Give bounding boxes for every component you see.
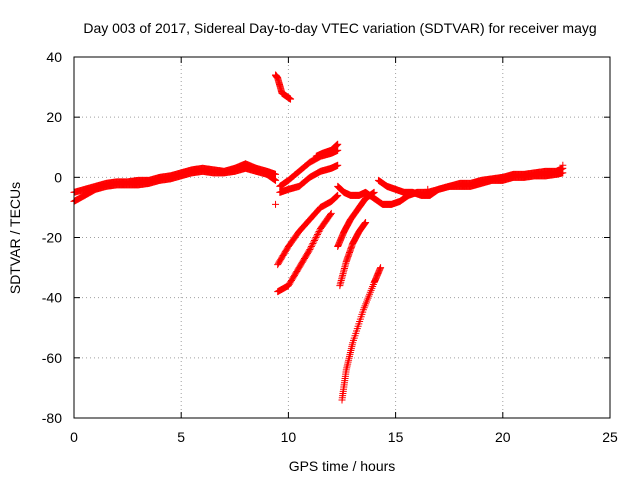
x-tick-label: 20 [495, 429, 511, 445]
series-drop-2 [274, 209, 335, 296]
data-point [306, 246, 314, 254]
data-point [311, 235, 319, 243]
y-tick-label: 40 [46, 49, 62, 65]
x-tick-label: 10 [281, 429, 297, 445]
x-tick-label: 25 [602, 429, 618, 445]
data-point [272, 176, 280, 184]
series-recovery-b [374, 164, 567, 199]
y-tick-label: -20 [42, 230, 62, 246]
data-point [327, 209, 335, 217]
data-point [307, 243, 315, 251]
data-point [272, 170, 280, 178]
data-point [272, 200, 280, 208]
series-drop-4 [338, 264, 385, 404]
data-points [70, 71, 567, 404]
x-tick-label: 0 [70, 429, 78, 445]
series-drop-3 [336, 218, 370, 290]
data-point [287, 95, 295, 103]
y-tick-label: -60 [42, 350, 62, 366]
series-isolated [272, 161, 567, 208]
data-point [334, 140, 342, 148]
series-arc-upper [312, 140, 342, 160]
plot-frame [73, 56, 611, 419]
data-point [315, 227, 323, 235]
series-band-b [70, 164, 280, 205]
series-drop-1 [274, 191, 342, 269]
data-point [327, 211, 335, 219]
data-point [313, 232, 321, 240]
data-point [313, 230, 321, 238]
data-point [309, 240, 317, 248]
chart-title: Day 003 of 2017, Sidereal Day-to-day VTE… [83, 20, 596, 36]
x-tick-labels: 0 5 10 15 20 25 [70, 429, 618, 445]
y-tick-label: -40 [42, 290, 62, 306]
y-tick-label: 0 [54, 169, 62, 185]
data-point [307, 244, 315, 252]
data-point [362, 218, 370, 226]
data-point [308, 241, 316, 249]
y-tick-label: 20 [46, 109, 62, 125]
data-point [377, 264, 385, 272]
series-spike-high [272, 71, 295, 103]
y-tick-label: -80 [42, 410, 62, 426]
data-point [334, 191, 342, 199]
x-tick-label: 15 [388, 429, 404, 445]
x-tick-label: 5 [177, 429, 185, 445]
data-point [310, 237, 318, 245]
x-axis-label: GPS time / hours [289, 458, 396, 474]
y-tick-labels: -80 -60 -40 -20 0 20 40 [42, 49, 62, 426]
series-arc-mid-b [276, 161, 342, 196]
y-axis-label: SDTVAR / TECUs [7, 182, 23, 294]
data-point [312, 234, 320, 241]
data-point [334, 161, 342, 169]
data-point [314, 229, 322, 237]
data-point [559, 161, 567, 169]
data-point [310, 238, 318, 246]
data-point [424, 185, 432, 193]
data-point [370, 188, 378, 196]
